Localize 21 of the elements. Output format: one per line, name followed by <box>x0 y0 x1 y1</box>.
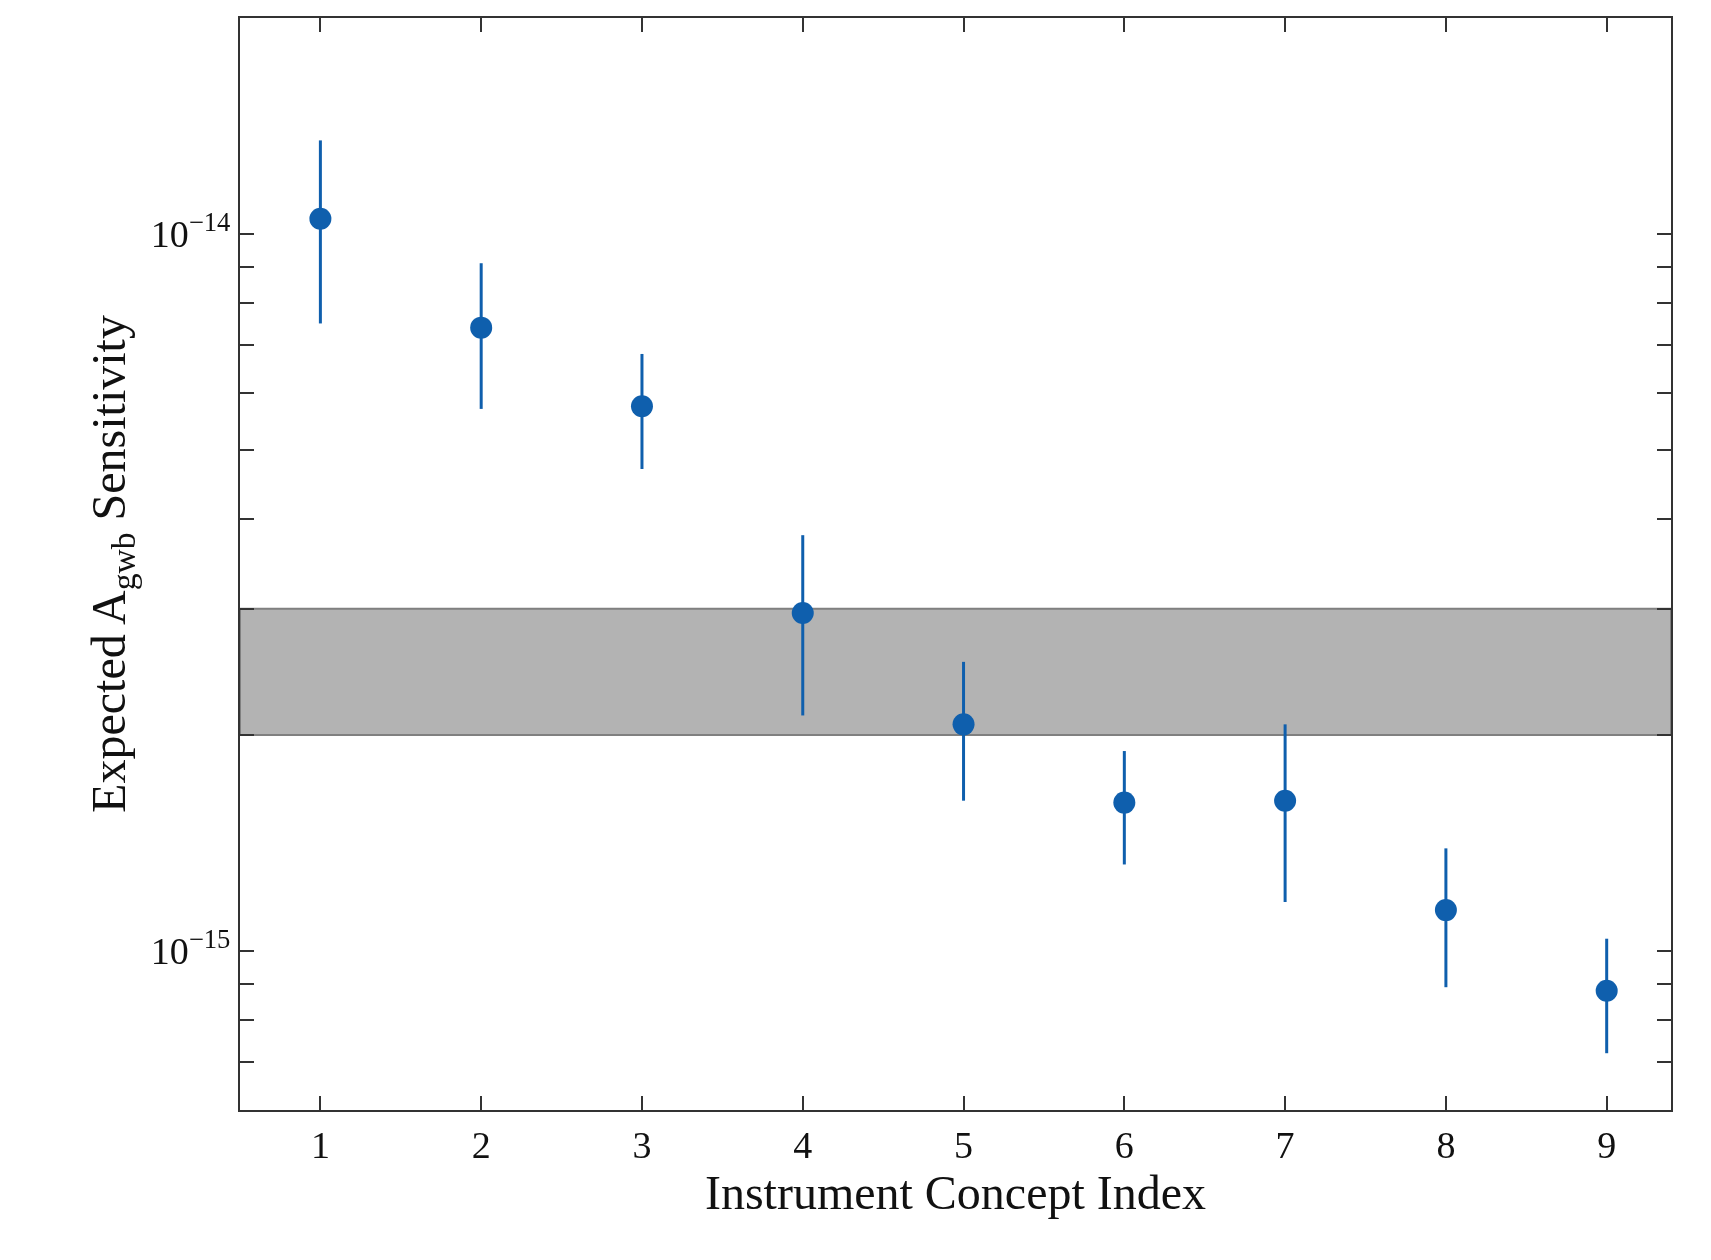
x-tick-label: 8 <box>1436 1123 1456 1166</box>
point <box>791 601 814 624</box>
point <box>630 395 653 418</box>
x-tick-label: 4 <box>793 1123 813 1166</box>
point <box>470 316 493 339</box>
x-tick-label: 2 <box>471 1123 491 1166</box>
x-axis-title: Instrument Concept Index <box>704 1165 1207 1219</box>
x-tick-label: 6 <box>1114 1123 1134 1166</box>
point <box>1274 789 1297 812</box>
x-tick-label: 1 <box>310 1123 330 1166</box>
point <box>1595 979 1618 1002</box>
point <box>309 207 332 230</box>
point <box>1434 899 1457 922</box>
x-tick-label: 7 <box>1275 1123 1295 1166</box>
y-tick-label: 10$^{−14}$ <box>150 207 231 256</box>
x-tick-label: 9 <box>1597 1123 1617 1166</box>
point <box>952 713 975 736</box>
x-tick-label: 5 <box>954 1123 974 1166</box>
x-tick-label: 3 <box>632 1123 652 1166</box>
point <box>1113 791 1136 814</box>
y-tick-label: 10$^{−15}$ <box>150 924 231 973</box>
